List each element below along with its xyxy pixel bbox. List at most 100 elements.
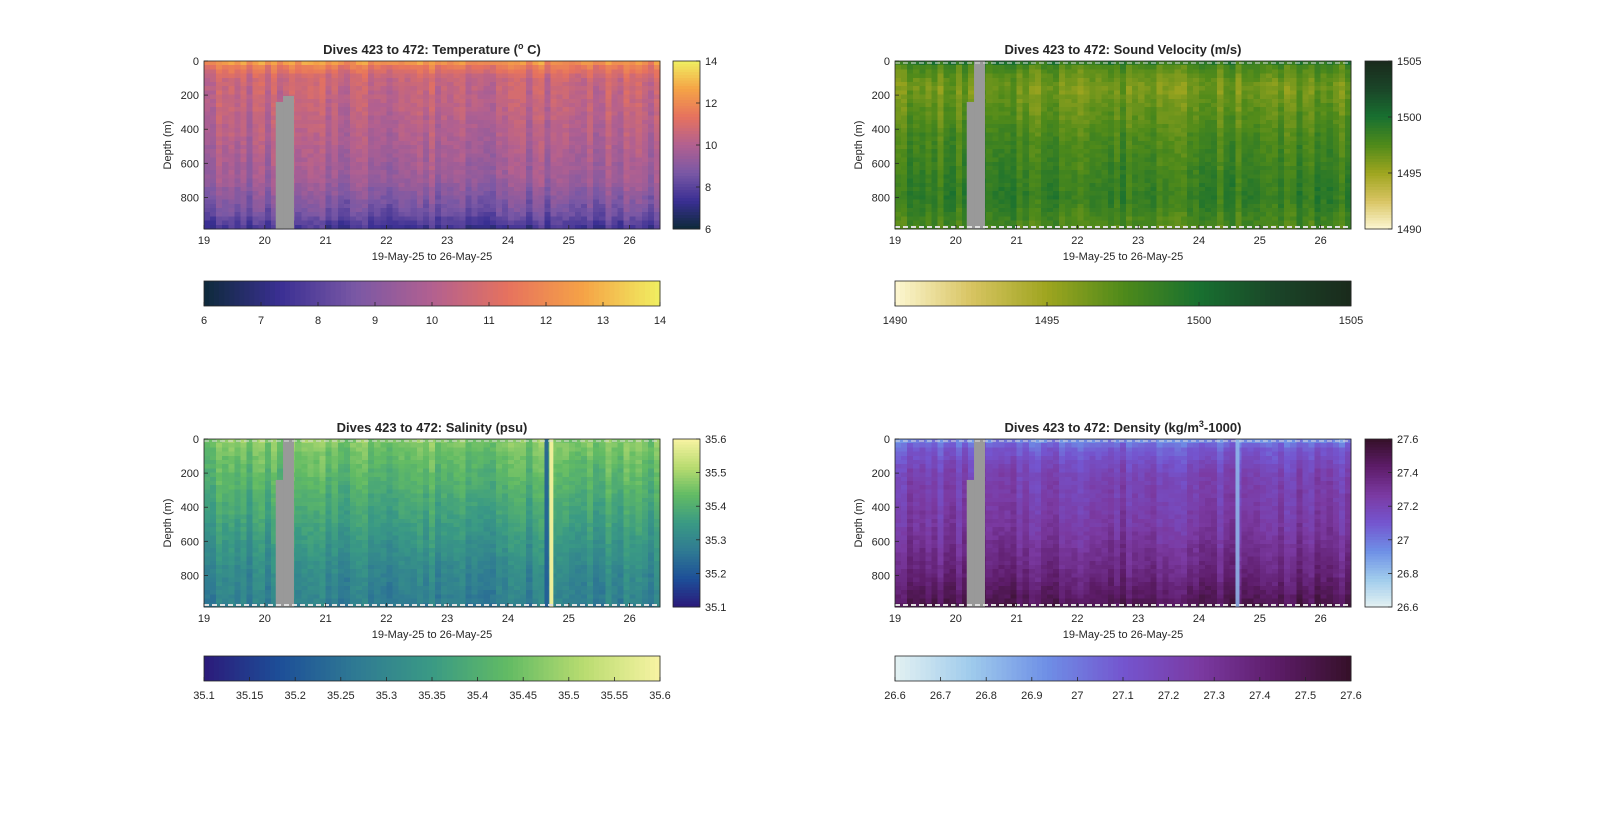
heatmap-cell xyxy=(538,170,546,175)
heatmap-cell xyxy=(234,145,242,150)
heatmap-cell xyxy=(599,161,606,167)
heatmap-cell xyxy=(447,174,454,180)
heatmap-cell xyxy=(544,174,552,180)
heatmap-cell xyxy=(1034,82,1042,87)
heatmap-cell xyxy=(246,115,254,121)
heatmap-cell xyxy=(514,178,521,184)
heatmap-cell xyxy=(550,182,558,188)
heatmap-cell xyxy=(386,128,394,133)
heatmap-cell xyxy=(550,212,558,217)
heatmap-cell xyxy=(1016,82,1024,87)
heatmap-cell xyxy=(374,124,381,129)
heatmap-cell xyxy=(1047,136,1054,142)
heatmap-cell xyxy=(550,174,558,180)
heatmap-cell xyxy=(919,69,926,75)
heatmap-cell xyxy=(380,132,387,138)
heatmap-cell xyxy=(532,157,539,163)
heatmap-cell xyxy=(1034,107,1042,112)
heatmap-cell xyxy=(1010,203,1018,209)
heatmap-cell xyxy=(556,61,564,66)
heatmap-cell xyxy=(635,174,643,180)
heatmap-cell xyxy=(453,224,460,230)
heatmap-cell xyxy=(362,212,369,217)
heatmap-cell xyxy=(1138,149,1145,154)
heatmap-cell xyxy=(252,191,260,196)
heatmap-cell xyxy=(1126,82,1133,87)
heatmap-cell xyxy=(1083,107,1091,112)
heatmap-cell xyxy=(653,195,661,201)
heatmap-cell xyxy=(435,216,442,222)
heatmap-cell xyxy=(374,153,381,159)
heatmap-cell xyxy=(568,86,576,91)
heatmap-cell xyxy=(998,77,1006,83)
heatmap-cell xyxy=(465,166,473,171)
heatmap-cell xyxy=(501,136,509,142)
heatmap-cell xyxy=(550,107,558,112)
heatmap-cell xyxy=(234,191,242,196)
heatmap-cell xyxy=(465,153,473,159)
heatmap-cell xyxy=(605,220,612,226)
heatmap-cell xyxy=(949,132,957,138)
heatmap-cell xyxy=(216,82,223,87)
heatmap-cell xyxy=(374,94,381,100)
heatmap-cell xyxy=(1077,149,1085,154)
heatmap-cell xyxy=(550,178,558,184)
heatmap-cell xyxy=(204,111,211,117)
heatmap-cell xyxy=(617,161,625,167)
heatmap-cell xyxy=(1010,94,1018,100)
heatmap-cell xyxy=(623,90,631,96)
heatmap-cell xyxy=(398,128,406,133)
heatmap-cell xyxy=(441,195,448,201)
heatmap-cell xyxy=(435,115,442,121)
heatmap-cell xyxy=(465,199,473,205)
heatmap-cell xyxy=(1028,73,1036,79)
heatmap-cell xyxy=(222,149,229,154)
heatmap-cell xyxy=(961,153,969,159)
heatmap-cell xyxy=(435,136,442,142)
heatmap-cell xyxy=(520,73,527,79)
heatmap-cell xyxy=(599,145,606,150)
heatmap-cell xyxy=(258,65,266,70)
heatmap-cell xyxy=(1126,111,1133,117)
heatmap-cell xyxy=(1059,145,1066,150)
heatmap-cell xyxy=(629,132,637,138)
heatmap-cell xyxy=(1040,86,1048,91)
heatmap-cell xyxy=(410,182,418,188)
heatmap-cell xyxy=(556,128,564,133)
heatmap-cell xyxy=(204,90,211,96)
heatmap-cell xyxy=(1162,73,1170,79)
heatmap-cell xyxy=(943,170,951,175)
heatmap-cell xyxy=(961,220,969,226)
heatmap-cell xyxy=(937,94,945,100)
heatmap-cell xyxy=(495,220,503,226)
heatmap-cell xyxy=(295,170,302,175)
heatmap-cell xyxy=(234,140,242,146)
heatmap-cell xyxy=(374,166,381,171)
heatmap-cell xyxy=(1083,145,1091,150)
heatmap-cell xyxy=(416,220,424,226)
heatmap-cell xyxy=(556,140,564,146)
heatmap-cell xyxy=(246,199,254,205)
heatmap-cell xyxy=(1053,191,1060,196)
heatmap-cell xyxy=(992,65,999,70)
heatmap-cell xyxy=(301,157,308,163)
heatmap-cell xyxy=(967,77,975,83)
heatmap-cell xyxy=(1162,111,1170,117)
heatmap-cell xyxy=(961,94,969,100)
heatmap-cell xyxy=(937,119,945,125)
heatmap-cell xyxy=(907,149,914,154)
heatmap-cell xyxy=(477,195,485,201)
heatmap-cell xyxy=(605,166,612,171)
heatmap-cell xyxy=(574,111,582,117)
heatmap-cell xyxy=(386,157,394,163)
heatmap-cell xyxy=(240,220,248,226)
heatmap-cell xyxy=(611,178,619,184)
heatmap-cell xyxy=(544,103,552,108)
heatmap-cell xyxy=(532,65,539,70)
heatmap-cell xyxy=(1077,199,1085,205)
heatmap-cell xyxy=(416,145,424,150)
heatmap-cell xyxy=(629,178,637,184)
heatmap-cell xyxy=(623,208,631,213)
heatmap-cell xyxy=(1156,132,1164,138)
heatmap-cell xyxy=(1065,115,1072,121)
